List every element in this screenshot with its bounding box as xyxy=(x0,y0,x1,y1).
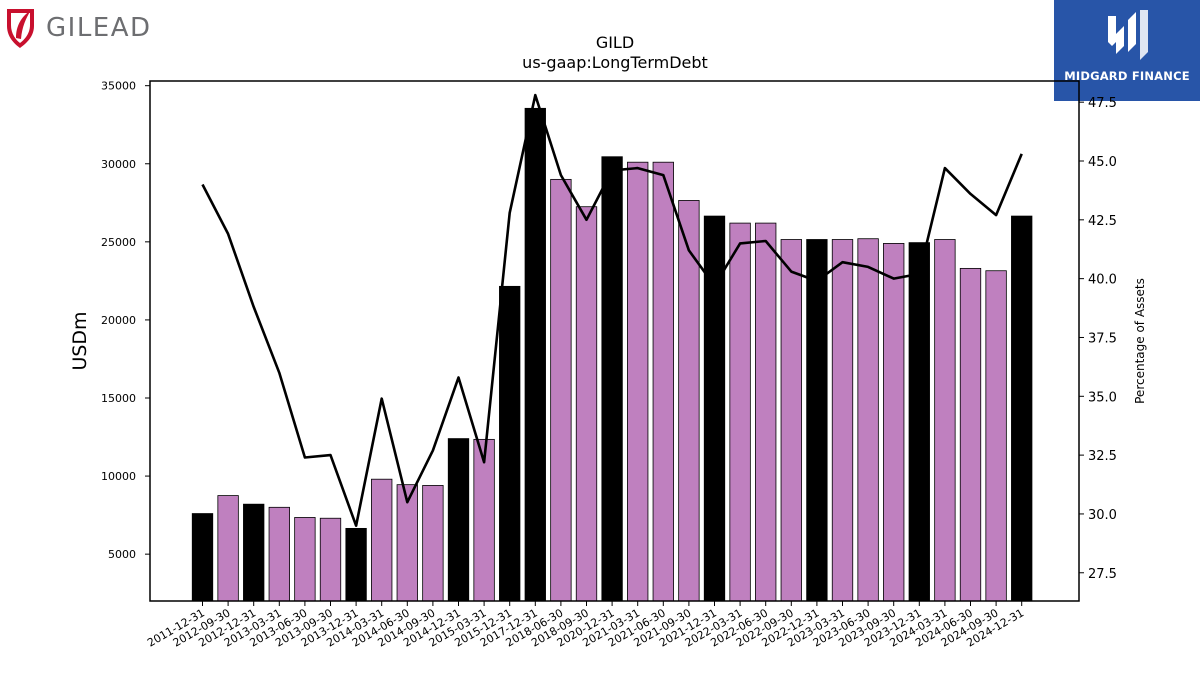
plot-frame xyxy=(149,80,1080,602)
bar-2024-12-31 xyxy=(1011,215,1033,602)
bar-2021-03-31 xyxy=(627,161,649,602)
y-right-tick-label: 42.5 xyxy=(1088,214,1117,229)
y-right-tick-label: 37.5 xyxy=(1088,331,1117,346)
y-right-tick-label: 47.5 xyxy=(1088,96,1117,111)
bar-2013-03-31 xyxy=(268,506,290,602)
y-axis-label-left: USDm xyxy=(69,311,91,370)
bar-2020-12-31 xyxy=(601,156,623,602)
bar-2023-03-31 xyxy=(831,239,854,602)
midgard-wordmark: MIDGARD FINANCE xyxy=(1064,69,1190,83)
bar-2013-12-31 xyxy=(345,527,367,602)
bar-2023-12-31 xyxy=(908,242,930,602)
y-tick-label: 10000 xyxy=(101,470,136,483)
bar-2014-09-30 xyxy=(422,485,444,602)
y-tick-label: 25000 xyxy=(101,236,136,249)
bar-2022-09-30 xyxy=(780,239,802,602)
bar-2015-12-31 xyxy=(499,285,521,602)
chart-title: GILD xyxy=(596,33,634,52)
bar-2022-03-31 xyxy=(729,222,751,602)
bar-2014-03-31 xyxy=(371,478,393,602)
y-tick-label: 15000 xyxy=(101,392,136,405)
bar-2013-06-30 xyxy=(294,517,316,602)
bar-2013-09-30 xyxy=(319,517,342,602)
bar-2015-03-31 xyxy=(473,438,495,602)
bar-2022-12-31 xyxy=(806,239,828,602)
chart-subtitle: us-gaap:LongTermDebt xyxy=(522,53,708,72)
bar-2024-03-31 xyxy=(934,239,956,602)
y-tick-label: 5000 xyxy=(108,548,136,561)
bar-2014-12-31 xyxy=(447,438,470,602)
gilead-wordmark: GILEAD xyxy=(46,13,152,43)
gilead-leaf-icon xyxy=(7,9,34,48)
bar-2022-06-30 xyxy=(755,222,777,602)
bar-2012-12-31 xyxy=(243,503,265,602)
bar-2018-06-30 xyxy=(550,178,572,602)
y-right-tick-label: 32.5 xyxy=(1088,449,1117,464)
y-right-tick-label: 45.0 xyxy=(1088,155,1117,170)
bar-2021-06-30 xyxy=(652,161,674,602)
midgard-finance-logo: MIDGARD FINANCE xyxy=(1054,0,1200,101)
line-layer xyxy=(201,93,1023,528)
bar-2024-06-30 xyxy=(959,267,982,602)
bars-layer xyxy=(191,107,1033,602)
y-tick-label: 30000 xyxy=(101,158,136,171)
y-right-tick-label: 40.0 xyxy=(1088,273,1117,288)
bar-2023-06-30 xyxy=(857,238,879,602)
y-right-tick-label: 35.0 xyxy=(1088,390,1117,405)
bar-2012-09-30 xyxy=(217,495,239,602)
gilead-logo: GILEAD xyxy=(7,9,152,48)
bar-2017-12-31 xyxy=(524,107,546,602)
bar-2023-09-30 xyxy=(883,243,905,602)
midgard-m-icon xyxy=(1108,10,1148,60)
bar-2011-12-31 xyxy=(191,513,214,602)
percentage-of-assets-line xyxy=(201,93,1023,528)
bar-2018-09-30 xyxy=(575,206,598,602)
y-tick-label: 20000 xyxy=(101,314,136,327)
y-tick-label: 35000 xyxy=(101,80,136,93)
y-right-tick-label: 30.0 xyxy=(1088,508,1117,523)
y-right-tick-label: 27.5 xyxy=(1088,567,1117,582)
bar-2024-09-30 xyxy=(985,270,1007,602)
y-axis-label-right: Percentage of Assets xyxy=(1133,278,1147,404)
